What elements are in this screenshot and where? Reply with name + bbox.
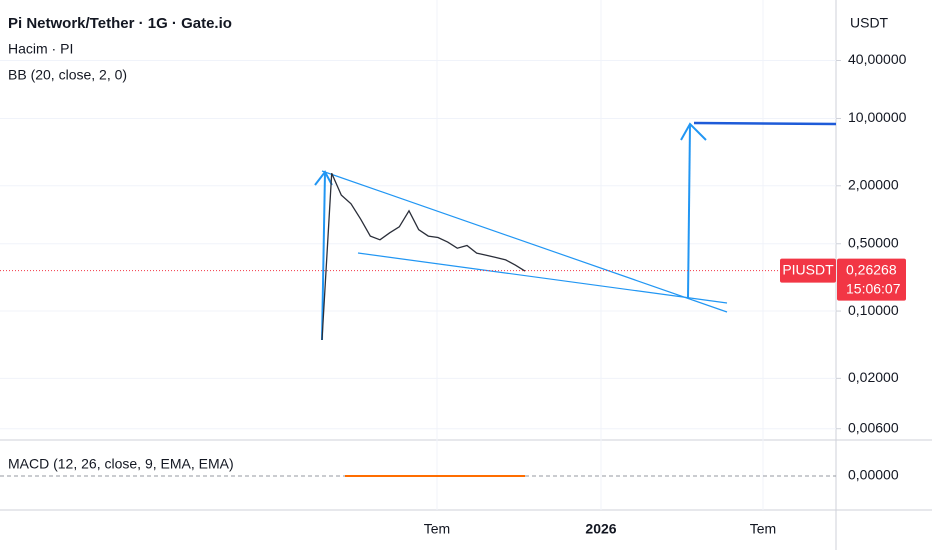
y-tick-label: 0,10000 bbox=[848, 302, 899, 318]
axis-unit: USDT bbox=[850, 15, 889, 31]
x-tick-label: Tem bbox=[424, 521, 450, 537]
arrow-head bbox=[680, 122, 707, 141]
y-tick-label: 40,00000 bbox=[848, 51, 907, 67]
drawings bbox=[314, 121, 837, 341]
target-line bbox=[693, 121, 837, 126]
y-tick-label: 0,50000 bbox=[848, 234, 899, 250]
y-tick-label: 2,00000 bbox=[848, 176, 899, 192]
macd-title: MACD (12, 26, close, 9, EMA, EMA) bbox=[8, 456, 234, 472]
symbol-label: PIUSDT bbox=[782, 261, 834, 277]
macd-tick-label: 0,00000 bbox=[848, 467, 899, 483]
y-tick-label: 0,02000 bbox=[848, 369, 899, 385]
legend-volume: Hacim · PI bbox=[8, 41, 73, 57]
y-tick-label: 0,00600 bbox=[848, 419, 899, 435]
price-line bbox=[321, 172, 526, 341]
countdown-label: 15:06:07 bbox=[846, 280, 901, 296]
x-tick-label: 2026 bbox=[585, 521, 616, 537]
trend-line bbox=[321, 170, 728, 313]
y-tick-label: 10,00000 bbox=[848, 109, 907, 125]
trend-line bbox=[357, 252, 728, 304]
price-badge bbox=[837, 258, 906, 301]
arrow bbox=[321, 171, 326, 341]
price-label: 0,26268 bbox=[846, 261, 897, 277]
arrow-head bbox=[314, 170, 333, 186]
chart-title: Pi Network/Tether · 1G · Gate.io bbox=[8, 15, 232, 32]
symbol-badge bbox=[780, 258, 836, 283]
legend-bb: BB (20, close, 2, 0) bbox=[8, 67, 127, 83]
x-tick-label: Tem bbox=[750, 521, 776, 537]
arrow bbox=[687, 123, 691, 299]
